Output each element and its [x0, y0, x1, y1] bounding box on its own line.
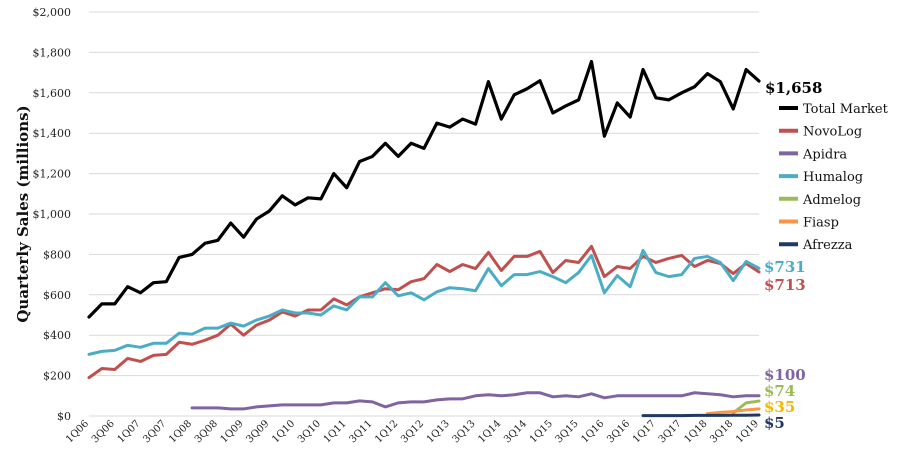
end-label-total-market: $1,658 — [765, 79, 822, 97]
y-tick-label: $0 — [57, 410, 71, 423]
series-line-fiasp — [705, 407, 761, 416]
series-line-humalog — [87, 248, 761, 356]
y-axis-title: Quarterly Sales (millions) — [14, 105, 32, 322]
gridlines — [89, 11, 759, 417]
y-tick-label: $600 — [43, 289, 71, 302]
x-tick-label: 1Q13 — [425, 418, 452, 445]
x-tick-label: 1Q14 — [476, 418, 503, 445]
y-tick-label: $1,800 — [33, 46, 72, 59]
x-axis-ticks: 1Q063Q061Q073Q071Q083Q081Q093Q091Q103Q10… — [64, 418, 761, 445]
end-label-apidra: $100 — [764, 366, 806, 384]
x-tick-label: 3Q16 — [605, 418, 632, 445]
legend: Total Market NovoLog Apidra Humalog Admelog F… — [779, 102, 889, 253]
x-tick-label: 3Q10 — [296, 418, 323, 445]
end-label-humalog: $731 — [764, 258, 806, 276]
x-tick-label: 3Q14 — [502, 418, 529, 445]
x-tick-label: 3Q11 — [348, 418, 375, 445]
legend-label-fiasp: Fiasp — [803, 216, 839, 231]
legend-label-admelog: Admelog — [802, 193, 861, 208]
x-tick-label: 3Q18 — [708, 418, 735, 445]
end-label-novolog: $713 — [764, 276, 806, 294]
y-tick-label: $1,600 — [33, 87, 72, 100]
x-tick-label: 1Q15 — [528, 418, 555, 445]
legend-label-humalog: Humalog — [803, 170, 863, 185]
x-tick-label: 1Q19 — [734, 418, 761, 445]
legend-label-total-market: Total Market — [803, 102, 889, 117]
y-tick-label: $800 — [43, 248, 71, 261]
x-tick-label: 3Q17 — [657, 418, 684, 445]
end-label-afrezza: $5 — [764, 414, 785, 432]
y-tick-label: $1,000 — [33, 208, 72, 221]
y-tick-label: $1,400 — [33, 127, 72, 140]
x-tick-label: 1Q16 — [579, 418, 606, 445]
x-tick-label: 3Q09 — [244, 418, 271, 445]
x-tick-label: 1Q09 — [219, 418, 246, 445]
x-tick-label: 3Q12 — [399, 418, 426, 445]
x-tick-label: 1Q11 — [322, 418, 349, 445]
x-tick-label: 1Q07 — [116, 418, 143, 445]
x-tick-label: 3Q15 — [554, 418, 581, 445]
end-label-admelog: $74 — [764, 382, 795, 400]
series-line-total-market — [87, 59, 761, 319]
y-axis-ticks: $0 $200 $400 $600 $800 $1,000 $1,200 $1,400 $1,6… — [33, 6, 72, 423]
x-tick-label: 3Q07 — [141, 418, 168, 445]
y-tick-label: $1,200 — [33, 168, 72, 181]
x-tick-label: 1Q10 — [270, 418, 297, 445]
series-lines — [87, 59, 761, 418]
end-labels: $1,658 $713 $100 $731 $74$35$5 — [764, 79, 822, 432]
x-tick-label: 1Q12 — [373, 418, 400, 445]
x-tick-label: 1Q08 — [167, 418, 194, 445]
series-line-novolog — [87, 244, 761, 380]
end-label-fiasp: $35 — [764, 398, 795, 416]
x-tick-label: 1Q18 — [683, 418, 710, 445]
x-tick-label: 1Q17 — [631, 418, 658, 445]
x-tick-label: 3Q13 — [451, 418, 478, 445]
series-line-afrezza — [641, 413, 761, 418]
legend-label-afrezza: Afrezza — [802, 238, 853, 253]
legend-label-novolog: NovoLog — [803, 125, 862, 140]
x-tick-label: 3Q06 — [90, 418, 117, 445]
y-tick-label: $200 — [43, 370, 71, 383]
series-line-apidra — [190, 391, 761, 411]
legend-label-apidra: Apidra — [802, 147, 847, 162]
y-tick-label: $400 — [43, 329, 71, 342]
x-tick-label: 3Q08 — [193, 418, 220, 445]
y-tick-label: $2,000 — [33, 6, 72, 19]
